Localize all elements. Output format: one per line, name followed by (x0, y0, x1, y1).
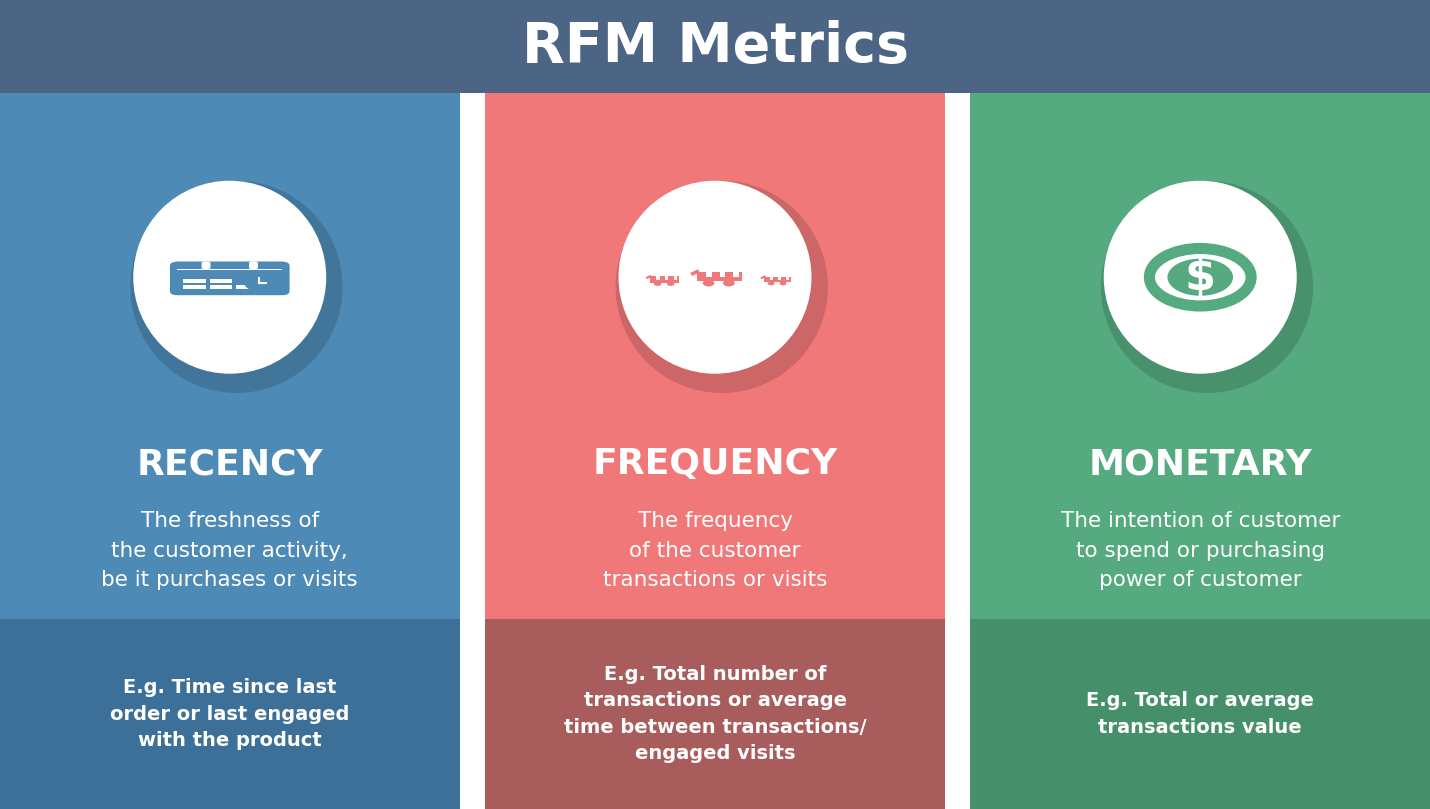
FancyBboxPatch shape (174, 261, 286, 270)
FancyBboxPatch shape (249, 261, 257, 269)
FancyBboxPatch shape (719, 271, 725, 277)
FancyBboxPatch shape (0, 0, 1430, 93)
FancyBboxPatch shape (778, 276, 781, 280)
FancyBboxPatch shape (698, 272, 742, 282)
Ellipse shape (130, 180, 343, 393)
Ellipse shape (654, 282, 661, 286)
Text: FREQUENCY: FREQUENCY (592, 447, 838, 481)
FancyBboxPatch shape (674, 276, 676, 280)
FancyBboxPatch shape (734, 271, 739, 277)
FancyBboxPatch shape (183, 279, 206, 283)
FancyBboxPatch shape (170, 262, 290, 295)
Ellipse shape (1150, 248, 1251, 306)
Text: $: $ (1184, 256, 1216, 299)
Ellipse shape (1101, 180, 1313, 393)
FancyBboxPatch shape (765, 277, 791, 282)
Text: E.g. Total or average
transactions value: E.g. Total or average transactions value (1087, 692, 1314, 737)
FancyBboxPatch shape (971, 93, 1430, 619)
Ellipse shape (702, 280, 715, 286)
Text: The intention of customer
to spend or purchasing
power of customer: The intention of customer to spend or pu… (1061, 511, 1340, 591)
Ellipse shape (619, 180, 811, 374)
Text: E.g. Time since last
order or last engaged
with the product: E.g. Time since last order or last engag… (110, 678, 349, 750)
Text: MONETARY: MONETARY (1088, 447, 1313, 481)
FancyBboxPatch shape (0, 93, 459, 619)
FancyBboxPatch shape (656, 276, 659, 280)
FancyBboxPatch shape (485, 93, 945, 619)
Ellipse shape (615, 180, 828, 393)
Text: The frequency
of the customer
transactions or visits: The frequency of the customer transactio… (603, 511, 827, 591)
FancyBboxPatch shape (485, 619, 945, 809)
Ellipse shape (133, 180, 326, 374)
Text: RECENCY: RECENCY (136, 447, 323, 481)
Ellipse shape (666, 282, 675, 286)
Ellipse shape (768, 282, 775, 286)
FancyBboxPatch shape (665, 276, 668, 280)
FancyBboxPatch shape (785, 276, 789, 280)
Text: E.g. Total number of
transactions or average
time between transactions/
engaged : E.g. Total number of transactions or ave… (563, 665, 867, 764)
Text: RFM Metrics: RFM Metrics (522, 19, 908, 74)
Ellipse shape (724, 280, 735, 286)
FancyBboxPatch shape (769, 276, 774, 280)
Ellipse shape (245, 274, 273, 291)
Ellipse shape (1104, 180, 1297, 374)
FancyBboxPatch shape (183, 285, 206, 290)
FancyBboxPatch shape (0, 619, 459, 809)
FancyBboxPatch shape (202, 261, 210, 269)
Text: The freshness of
the customer activity,
be it purchases or visits: The freshness of the customer activity, … (102, 511, 358, 591)
FancyBboxPatch shape (210, 279, 232, 283)
Ellipse shape (779, 282, 786, 286)
FancyBboxPatch shape (706, 271, 712, 277)
FancyBboxPatch shape (236, 285, 259, 290)
FancyBboxPatch shape (971, 619, 1430, 809)
FancyBboxPatch shape (177, 269, 283, 270)
FancyBboxPatch shape (210, 285, 232, 290)
FancyBboxPatch shape (651, 277, 679, 282)
Ellipse shape (1167, 259, 1233, 296)
